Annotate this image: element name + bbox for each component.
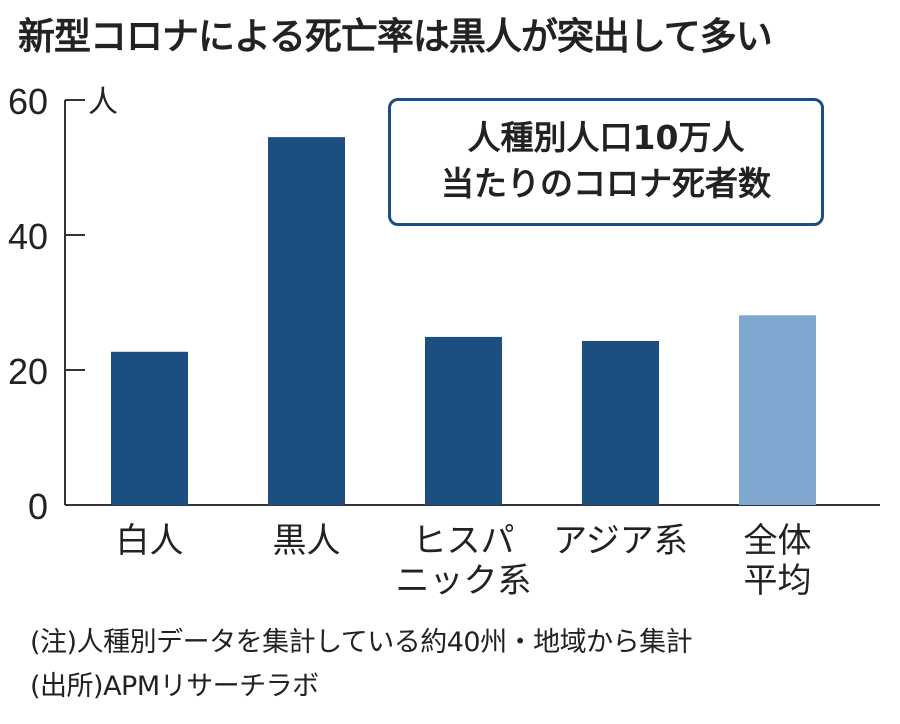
bar: [425, 336, 502, 505]
y-tick-label: 60: [8, 81, 48, 122]
x-tick-label: ニック系: [396, 561, 532, 601]
annotation-box: 人種別人口10万人 当たりのコロナ死者数: [388, 98, 824, 226]
y-tick-label: 20: [8, 351, 48, 392]
x-tick-label: アジア系: [553, 521, 688, 561]
bar: [582, 340, 659, 505]
bar: [111, 351, 188, 505]
annotation-line-2: 当たりのコロナ死者数: [441, 164, 771, 203]
x-tick-label: 全体: [744, 521, 812, 561]
annotation-line-1: 人種別人口10万人: [467, 118, 745, 157]
footnote: (注)人種別データを集計している約40州・地域から集計: [30, 627, 693, 658]
x-tick-label: 白人: [116, 521, 184, 561]
y-tick-label: 40: [8, 216, 48, 257]
bar: [739, 315, 816, 505]
x-tick-label: 黒人: [273, 521, 341, 561]
y-tick-label: 0: [28, 486, 48, 527]
bar: [268, 137, 345, 505]
x-tick-label: 平均: [744, 561, 812, 601]
chart-title: 新型コロナによる死亡率は黒人が突出して多い: [18, 15, 773, 58]
y-axis-unit: 人: [88, 85, 118, 120]
x-tick-label: ヒスパ: [413, 521, 515, 561]
source-note: (出所)APMリサーチラボ: [30, 671, 319, 702]
